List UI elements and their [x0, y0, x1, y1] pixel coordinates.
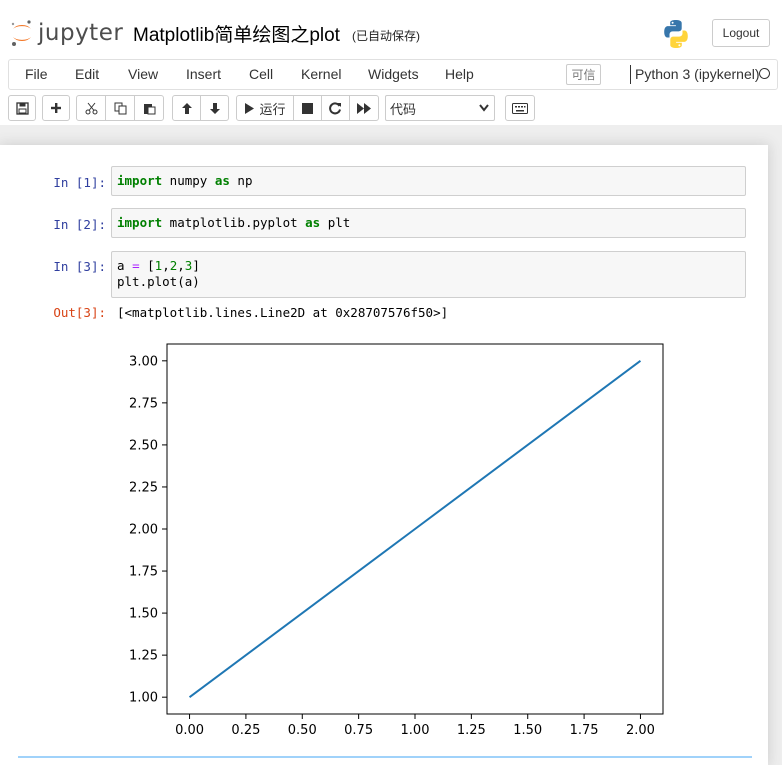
y-tick-label: 2.75 — [129, 396, 158, 411]
restart-run-all-button[interactable] — [349, 95, 379, 121]
move-up-button[interactable] — [172, 95, 201, 121]
cell-3-code[interactable]: a = [1,2,3] plt.plot(a) — [111, 251, 746, 298]
python-logo-icon — [664, 20, 688, 48]
copy-icon — [114, 102, 126, 114]
y-tick-label: 1.25 — [129, 649, 158, 664]
jupyter-logo[interactable]: jupyter — [10, 17, 123, 49]
header: jupyter Matplotlib简单绘图之plot (已自动保存) Logo… — [0, 0, 782, 125]
restart-button[interactable] — [321, 95, 350, 121]
copy-button[interactable] — [105, 95, 135, 121]
plus-icon — [51, 103, 61, 113]
x-tick-label: 2.00 — [626, 723, 655, 738]
x-tick-label: 0.25 — [231, 723, 260, 738]
jupyter-logo-icon — [11, 20, 31, 46]
cell-selection-border — [18, 756, 752, 758]
arrow-down-icon — [209, 102, 220, 114]
cell-2-prompt: In [2]: — [53, 217, 106, 232]
stop-icon — [302, 102, 313, 114]
y-tick-label: 2.00 — [129, 523, 158, 538]
kernel-separator — [630, 65, 631, 84]
restart-icon — [329, 101, 341, 114]
y-tick-label: 1.50 — [129, 607, 158, 622]
kernel-idle-icon — [759, 68, 770, 79]
y-tick-label: 2.25 — [129, 480, 158, 495]
chevron-down-icon — [479, 104, 489, 112]
menu-help[interactable]: Help — [445, 66, 474, 82]
cell-3-out-prompt: Out[3]: — [53, 305, 106, 320]
cell-type-select[interactable]: 代码 — [385, 95, 495, 121]
code-line: import matplotlib.pyplot as plt — [117, 215, 351, 230]
x-tick-label: 0.75 — [344, 723, 373, 738]
y-tick-label: 2.50 — [129, 438, 158, 453]
cut-button[interactable] — [76, 95, 106, 121]
x-tick-label: 0.50 — [288, 723, 317, 738]
x-tick-label: 1.75 — [570, 723, 599, 738]
menu-file[interactable]: File — [25, 66, 48, 82]
y-tick-label: 1.75 — [129, 565, 158, 580]
notebook-container: In [1]: import numpy as np In [2]: impor… — [0, 145, 768, 765]
menubar: File Edit View Insert Cell Kernel Widget… — [8, 59, 778, 90]
cell-type-value: 代码 — [390, 101, 417, 117]
cell-1-code[interactable]: import numpy as np — [111, 166, 746, 196]
paste-button[interactable] — [134, 95, 164, 121]
menu-insert[interactable]: Insert — [186, 66, 222, 82]
code-line: a = [1,2,3] — [117, 258, 200, 273]
code-line: plt.plot(a) — [117, 274, 200, 289]
x-tick-label: 1.25 — [457, 723, 486, 738]
x-tick-label: 1.50 — [513, 723, 542, 738]
y-tick-label: 3.00 — [129, 354, 158, 369]
cell-1-prompt: In [1]: — [53, 175, 106, 190]
cut-icon — [85, 102, 97, 114]
command-palette-button[interactable] — [505, 95, 535, 121]
run-button[interactable]: 运行 — [236, 95, 294, 121]
arrow-up-icon — [181, 102, 192, 114]
menu-cell[interactable]: Cell — [249, 66, 274, 82]
trusted-indicator[interactable]: 可信 — [566, 64, 601, 85]
move-down-button[interactable] — [200, 95, 229, 121]
series-line — [188, 360, 642, 698]
logout-button[interactable]: Logout — [712, 19, 770, 47]
logo-text: jupyter — [38, 20, 124, 46]
line-chart: 0.00 0.25 0.50 0.75 1.00 1.25 1.50 1.75 2.00 1.00… — [129, 343, 664, 738]
save-status: (已自动保存) — [352, 29, 420, 43]
menu-widgets[interactable]: Widgets — [368, 66, 419, 82]
cell-2-code[interactable]: import matplotlib.pyplot as plt — [111, 208, 746, 238]
menu-view[interactable]: View — [128, 66, 159, 82]
insert-cell-button[interactable] — [42, 95, 70, 121]
menu-edit[interactable]: Edit — [75, 66, 100, 82]
fast-forward-icon — [357, 102, 371, 114]
x-tick-label: 1.00 — [401, 723, 430, 738]
toolbar: 运行 代码 — [8, 95, 778, 121]
run-icon — [245, 102, 255, 114]
run-label: 运行 — [259, 101, 286, 117]
notebook-title[interactable]: Matplotlib简单绘图之plot — [133, 25, 340, 46]
y-tick-label: 1.00 — [129, 691, 158, 706]
paste-icon — [143, 103, 155, 114]
cell-3-prompt: In [3]: — [53, 259, 106, 274]
cell-3-output-text: [<matplotlib.lines.Line2D at 0x28707576f… — [117, 305, 449, 320]
menu-kernel[interactable]: Kernel — [301, 66, 342, 82]
save-icon — [15, 101, 29, 115]
interrupt-button[interactable] — [293, 95, 322, 121]
x-tick-label: 0.00 — [175, 723, 204, 738]
code-line: import numpy as np — [117, 173, 253, 188]
save-button[interactable] — [8, 95, 36, 121]
keyboard-icon — [512, 102, 528, 114]
kernel-name[interactable]: Python 3 (ipykernel) — [635, 66, 760, 82]
